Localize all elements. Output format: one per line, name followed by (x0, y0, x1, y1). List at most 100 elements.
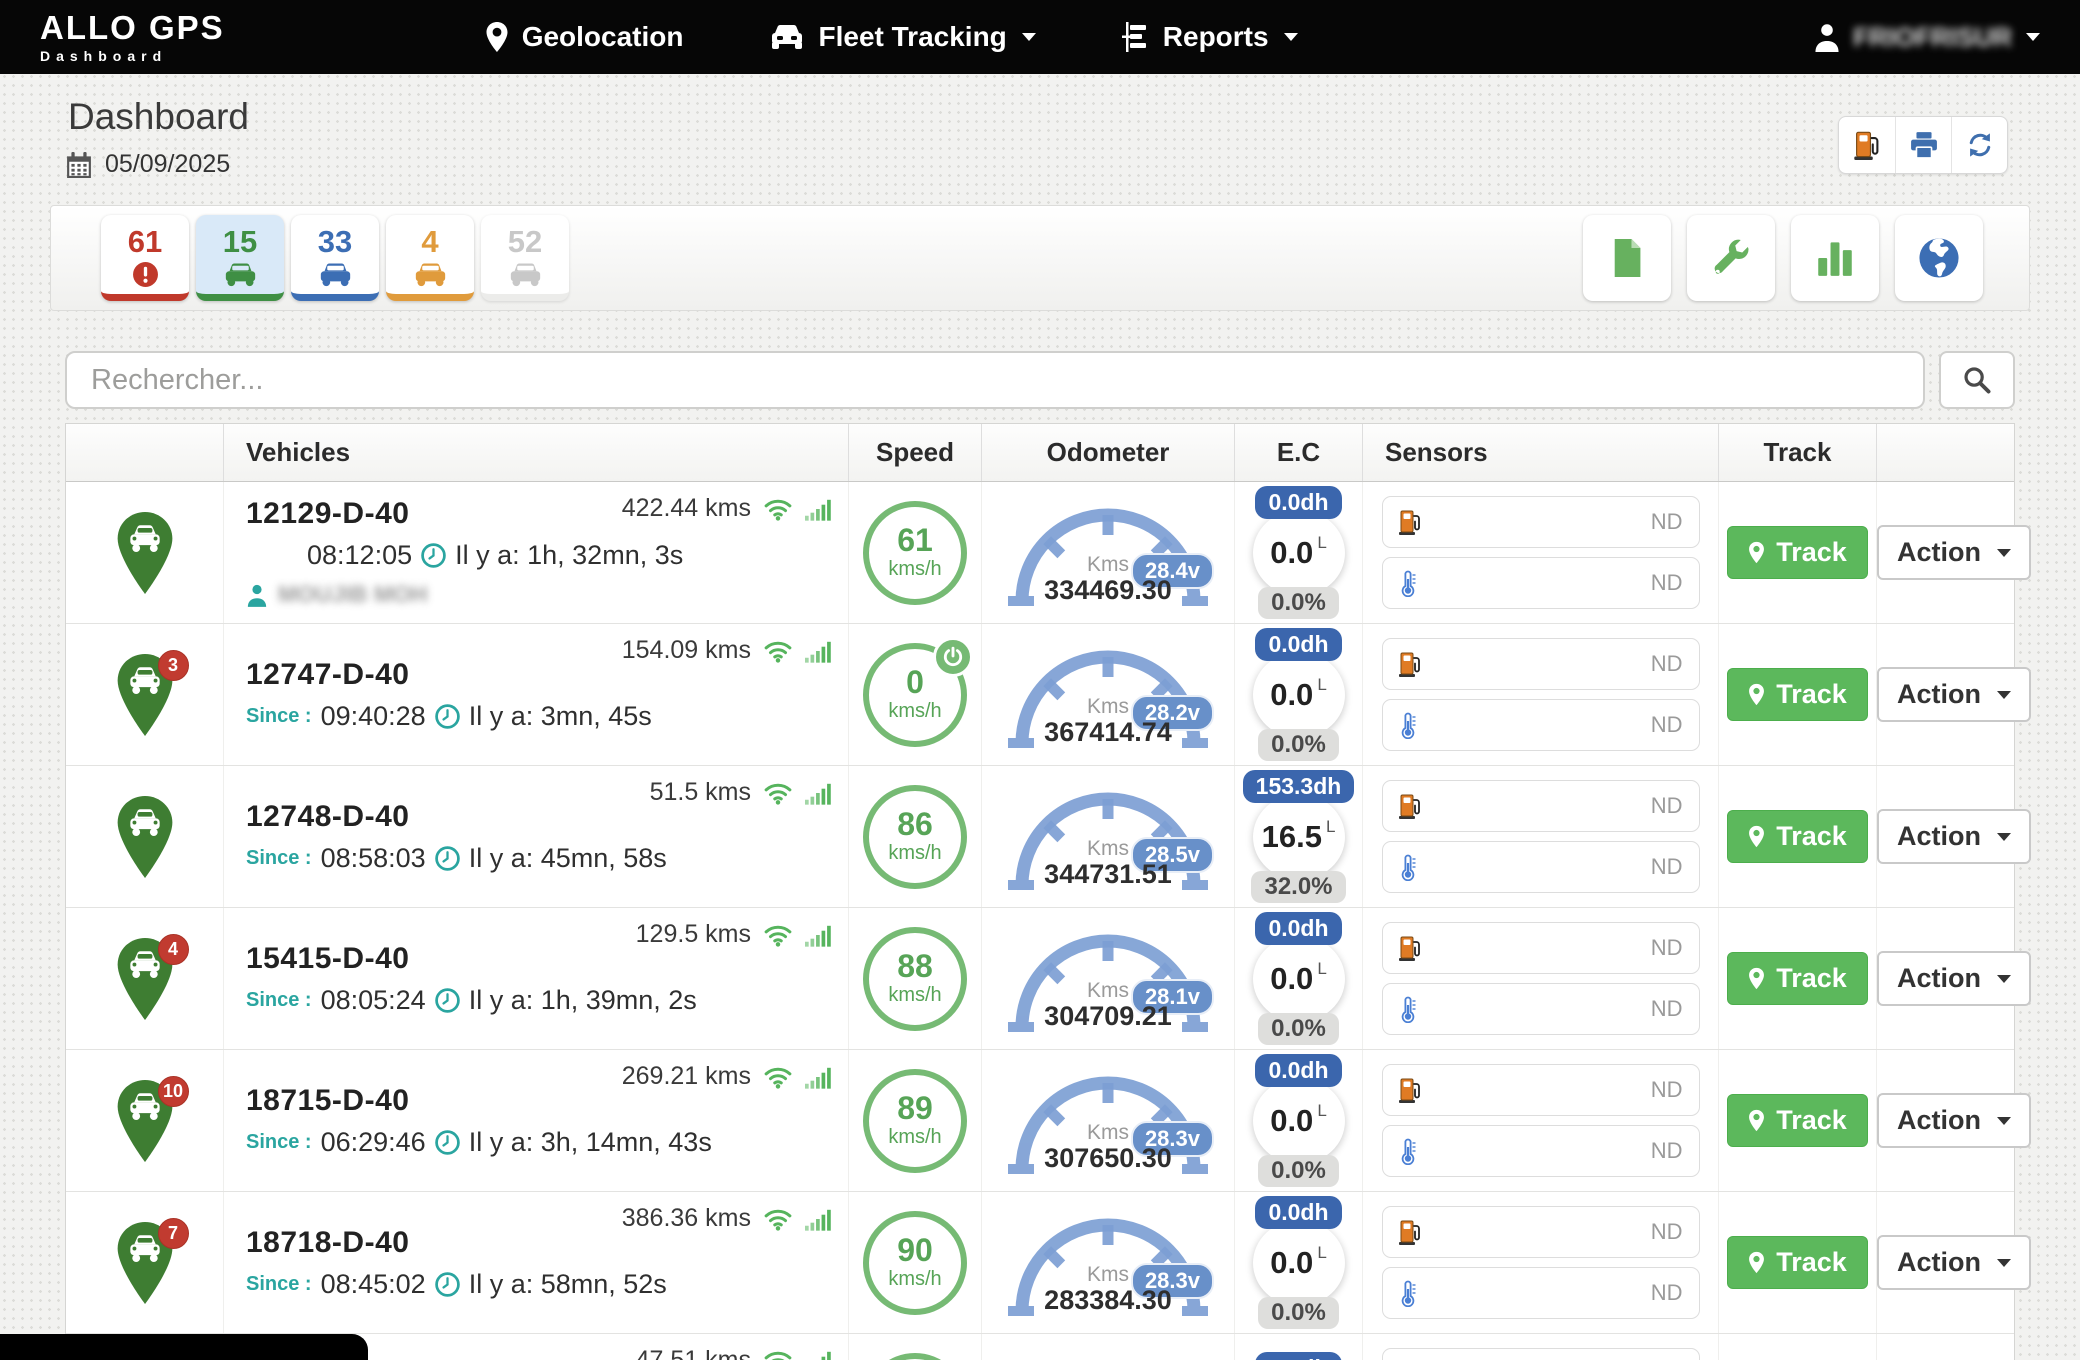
map-pin-icon[interactable] (113, 510, 177, 596)
ec-liters-unit: L (1317, 533, 1327, 552)
action-button[interactable]: Action (1877, 809, 2031, 864)
signal-bars-icon (805, 783, 831, 805)
odometer-gauge: 28.4v Kms 334469.30 (1000, 497, 1216, 609)
fuel-report-button[interactable] (1839, 117, 1895, 173)
speed-unit: kms/h (888, 984, 942, 1006)
map-pin-icon[interactable]: 3 (113, 649, 189, 738)
printer-icon (1910, 132, 1937, 158)
map-pin-icon[interactable]: 4 (113, 933, 189, 1022)
search-button[interactable] (1939, 351, 2015, 409)
speed-value: 0 (906, 664, 924, 700)
action-cell: Action (1877, 624, 2031, 765)
user-menu[interactable]: FRIOFRISUR (1813, 22, 2040, 53)
vehicle-plate[interactable]: 12129-D-40 (246, 497, 410, 530)
odometer-gauge: 28.1v Kms 304709.21 (1000, 923, 1216, 1035)
track-button[interactable]: Track (1727, 952, 1868, 1005)
thermometer-icon (1401, 1138, 1415, 1165)
track-label: Track (1776, 963, 1847, 993)
tab-count: 61 (127, 223, 163, 259)
action-button[interactable]: Action (1877, 667, 2031, 722)
odometer-gauge: 28.5v Kms 344731.51 (1000, 781, 1216, 893)
tab-stopped[interactable]: 4 (386, 215, 474, 301)
brand-logo[interactable]: ALLO GPS Dashboard (40, 11, 225, 64)
action-button[interactable]: Action (1877, 1235, 2031, 1290)
brand-title: ALLO GPS (40, 8, 225, 46)
ec-liters-circle: 16.5 L (1252, 794, 1345, 880)
settings-button[interactable] (1687, 215, 1775, 301)
map-pin-icon[interactable] (113, 794, 177, 880)
pin-cell: 4 (66, 908, 224, 1049)
speed-cell: 0 kms/h (849, 624, 982, 765)
action-button[interactable]: Action (1877, 951, 2031, 1006)
ec-percent-badge: 0.0% (1258, 1155, 1339, 1187)
ec-cost-badge: 0.0dh (1255, 912, 1342, 945)
chevron-down-icon (1021, 33, 1036, 41)
map-pin-icon[interactable]: 10 (113, 1075, 189, 1164)
ec-cost-badge: 0.0dh (1255, 486, 1342, 519)
odometer-unit: Kms (1087, 553, 1129, 577)
nav-reports[interactable]: Reports (1121, 21, 1298, 53)
table-row: 7 386.36 kms 18718-D-40 Since : 08:45:02… (66, 1192, 2031, 1334)
tab-idle[interactable]: 33 (291, 215, 379, 301)
refresh-button[interactable] (1951, 117, 2007, 173)
fuel-pump-icon (1398, 1220, 1420, 1245)
track-button[interactable]: Track (1727, 1236, 1868, 1289)
print-button[interactable] (1895, 117, 1951, 173)
voltage-badge: 28.4v (1130, 552, 1214, 589)
ec-liters-unit: L (1317, 1101, 1327, 1120)
nav-geolocation[interactable]: Geolocation (485, 21, 683, 53)
statistics-button[interactable] (1791, 215, 1879, 301)
speed-indicator: kms/h (863, 1352, 967, 1360)
speed-indicator: 61 kms/h (863, 500, 967, 605)
table-row: 51.5 kms 12748-D-40 Since : 08:58:03 Il … (66, 766, 2031, 908)
odometer-cell: 28.5v Kms 344731.51 (982, 766, 1235, 907)
speed-value: 90 (897, 1232, 933, 1268)
tab-alerts[interactable]: 61 (101, 215, 189, 301)
ec-cost-badge: 0.0dh (1255, 1054, 1342, 1087)
map-view-button[interactable] (1895, 215, 1983, 301)
wifi-icon (764, 925, 792, 947)
header-odometer: Odometer (982, 424, 1235, 481)
search-input[interactable] (65, 351, 1925, 409)
action-button[interactable]: Action (1877, 525, 2031, 580)
action-label: Action (1897, 963, 1981, 993)
fuel-pump-icon (1398, 652, 1420, 677)
vehicle-plate[interactable]: 15415-D-40 (246, 941, 410, 975)
vehicle-plate[interactable]: 12748-D-40 (246, 799, 410, 833)
odometer-gauge: 28.3v Kms 307650.30 (1000, 1065, 1216, 1177)
map-pin-icon (1749, 683, 1765, 706)
ec-liters-unit: L (1317, 1243, 1327, 1262)
map-pin-icon[interactable]: 7 (113, 1217, 189, 1306)
action-cell: Action (1877, 1334, 2031, 1360)
clock-icon (434, 703, 460, 729)
thermometer-icon (1401, 1280, 1415, 1307)
action-button[interactable]: Action (1877, 1093, 2031, 1148)
speed-indicator: 0 kms/h (863, 636, 973, 747)
track-button[interactable]: Track (1727, 526, 1868, 579)
ec-liters-circle: 0.0 L (1252, 1078, 1345, 1164)
vehicle-plate[interactable]: 12747-D-40 (246, 657, 410, 691)
odometer-cell: 28.4v Kms 334469.30 (982, 482, 1235, 623)
bar-chart-icon (1818, 242, 1852, 276)
track-button[interactable]: Track (1727, 1094, 1868, 1147)
track-button[interactable]: Track (1727, 810, 1868, 863)
track-button[interactable]: Track (1727, 668, 1868, 721)
action-cell: Action (1877, 1050, 2031, 1191)
ec-percent-badge: 0.0% (1258, 587, 1339, 619)
signal-bars-icon (805, 499, 831, 521)
chevron-down-icon (1997, 1116, 2011, 1125)
dashboard-date[interactable]: 05/09/2025 (105, 150, 231, 178)
action-cell: Action (1877, 482, 2031, 623)
tab-moving[interactable]: 15 (196, 215, 284, 301)
action-cell: Action (1877, 908, 2031, 1049)
pin-cell: 7 (66, 1192, 224, 1333)
vehicle-plate[interactable]: 18718-D-40 (246, 1225, 410, 1259)
nav-fleet-tracking[interactable]: Fleet Tracking (769, 21, 1036, 53)
report-file-button[interactable] (1583, 215, 1671, 301)
vehicle-plate[interactable]: 18715-D-40 (246, 1083, 410, 1117)
ec-liters-value: 0.0 (1270, 961, 1314, 996)
clock-icon (434, 1129, 460, 1155)
pin-cell (66, 482, 224, 623)
ec-cost-badge: 0.0dh (1255, 628, 1342, 661)
tab-offline[interactable]: 52 (481, 215, 569, 301)
